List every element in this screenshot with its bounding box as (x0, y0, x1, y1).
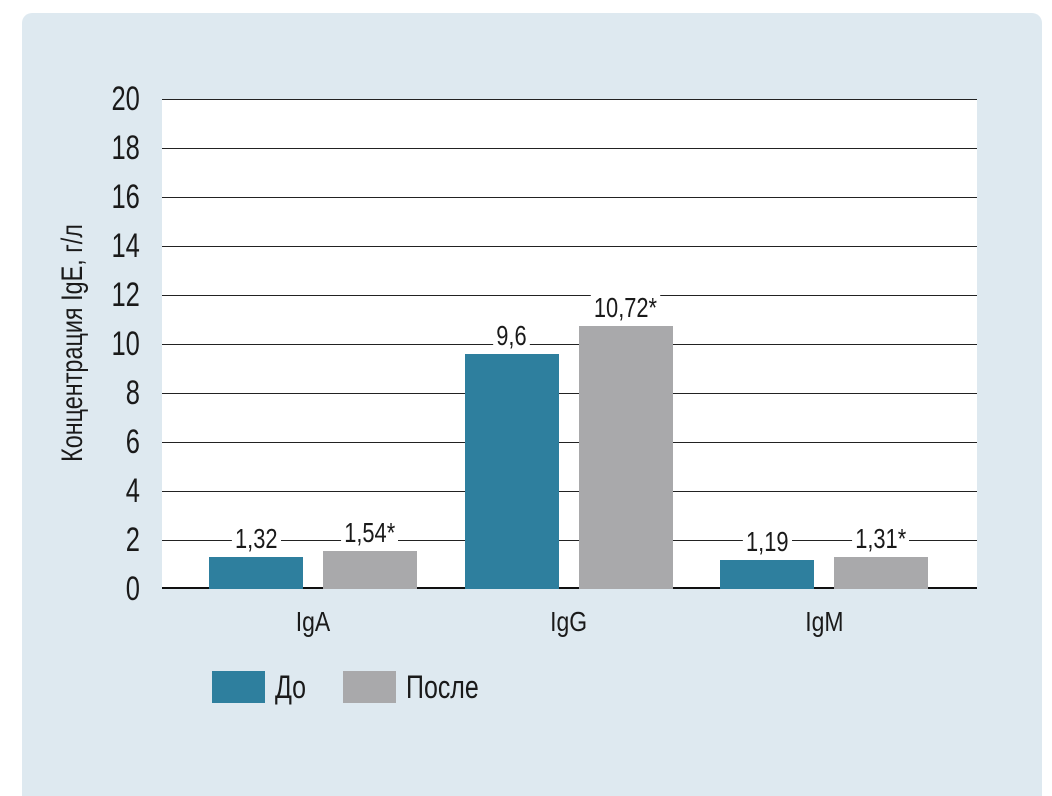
gridline (162, 148, 977, 149)
y-tick-label: 2 (22, 523, 140, 557)
bar-series1-igg (578, 326, 673, 589)
bar-value-label-text: 1,54* (341, 517, 399, 547)
legend-label: До (275, 669, 307, 705)
bar-value-label: 1,54* (270, 517, 470, 547)
bar-value-label-text: 1,19 (742, 526, 792, 556)
gridline (162, 99, 977, 100)
bar-series0-igg (464, 354, 559, 589)
y-tick-label-text: 6 (125, 423, 140, 461)
y-tick-label-text: 14 (111, 227, 140, 265)
category-label-text: IgM (804, 606, 844, 637)
y-tick-label: 4 (22, 474, 140, 508)
category-label-iga: IgA (213, 606, 413, 638)
category-label-text: IgA (295, 606, 331, 637)
legend-item-series0: До (212, 671, 315, 703)
bar-value-label: 1,31* (781, 523, 981, 553)
gridline (162, 197, 977, 198)
y-tick-label-text: 4 (125, 472, 140, 510)
bar-value-label: 9,6 (412, 320, 612, 350)
y-tick-label: 14 (22, 229, 140, 263)
bar-value-label-text: 9,6 (493, 320, 530, 350)
bar-value-label-text: 10,72* (590, 292, 661, 322)
gridline (162, 540, 977, 541)
legend-label: После (406, 669, 479, 705)
plot-area: 1,32 9,6 1,19 1,54* 10,72* 1,31* (162, 99, 977, 589)
chart-panel: Концентрация IgE, г/л 0 2 4 6 8 10 12 14 16 18 20 … (22, 13, 1042, 796)
bar-series0-igm (720, 560, 814, 589)
y-tick-label: 12 (22, 278, 140, 312)
y-tick-label-text: 0 (125, 570, 140, 608)
gridline (162, 442, 977, 443)
category-label-text: IgG (549, 606, 587, 637)
legend-swatch (212, 671, 265, 703)
legend-item-series1: После (343, 671, 499, 703)
bar-series1-iga (323, 551, 417, 589)
gridline (162, 344, 977, 345)
bar-value-label-text: 1,32 (231, 523, 281, 553)
bar-series0-iga (209, 557, 303, 589)
x-axis-line (162, 587, 977, 589)
bar-value-label: 10,72* (526, 292, 726, 322)
y-tick-label: 20 (22, 82, 140, 116)
y-tick-label: 10 (22, 327, 140, 361)
y-tick-label-text: 18 (111, 129, 140, 167)
category-label-igg: IgG (469, 606, 669, 638)
gridline (162, 393, 977, 394)
bar-value-label: 1,32 (156, 523, 356, 553)
y-tick-label-text: 16 (111, 178, 140, 216)
bar-value-label-text: 1,31* (852, 523, 910, 553)
y-tick-label-text: 12 (111, 276, 140, 314)
y-tick-label: 8 (22, 376, 140, 410)
gridline (162, 246, 977, 247)
y-tick-label: 18 (22, 131, 140, 165)
y-tick-label: 0 (22, 572, 140, 606)
category-label-igm: IgM (724, 606, 924, 638)
y-tick-label-text: 8 (125, 374, 140, 412)
y-tick-label-text: 20 (111, 80, 140, 118)
y-tick-label-text: 10 (111, 325, 140, 363)
y-tick-label: 6 (22, 425, 140, 459)
y-tick-label: 16 (22, 180, 140, 214)
legend-swatch (343, 671, 396, 703)
bar-series1-igm (834, 557, 928, 589)
bar-value-label: 1,19 (667, 526, 867, 556)
y-tick-label-text: 2 (125, 521, 140, 559)
gridline (162, 491, 977, 492)
gridline (162, 295, 977, 296)
